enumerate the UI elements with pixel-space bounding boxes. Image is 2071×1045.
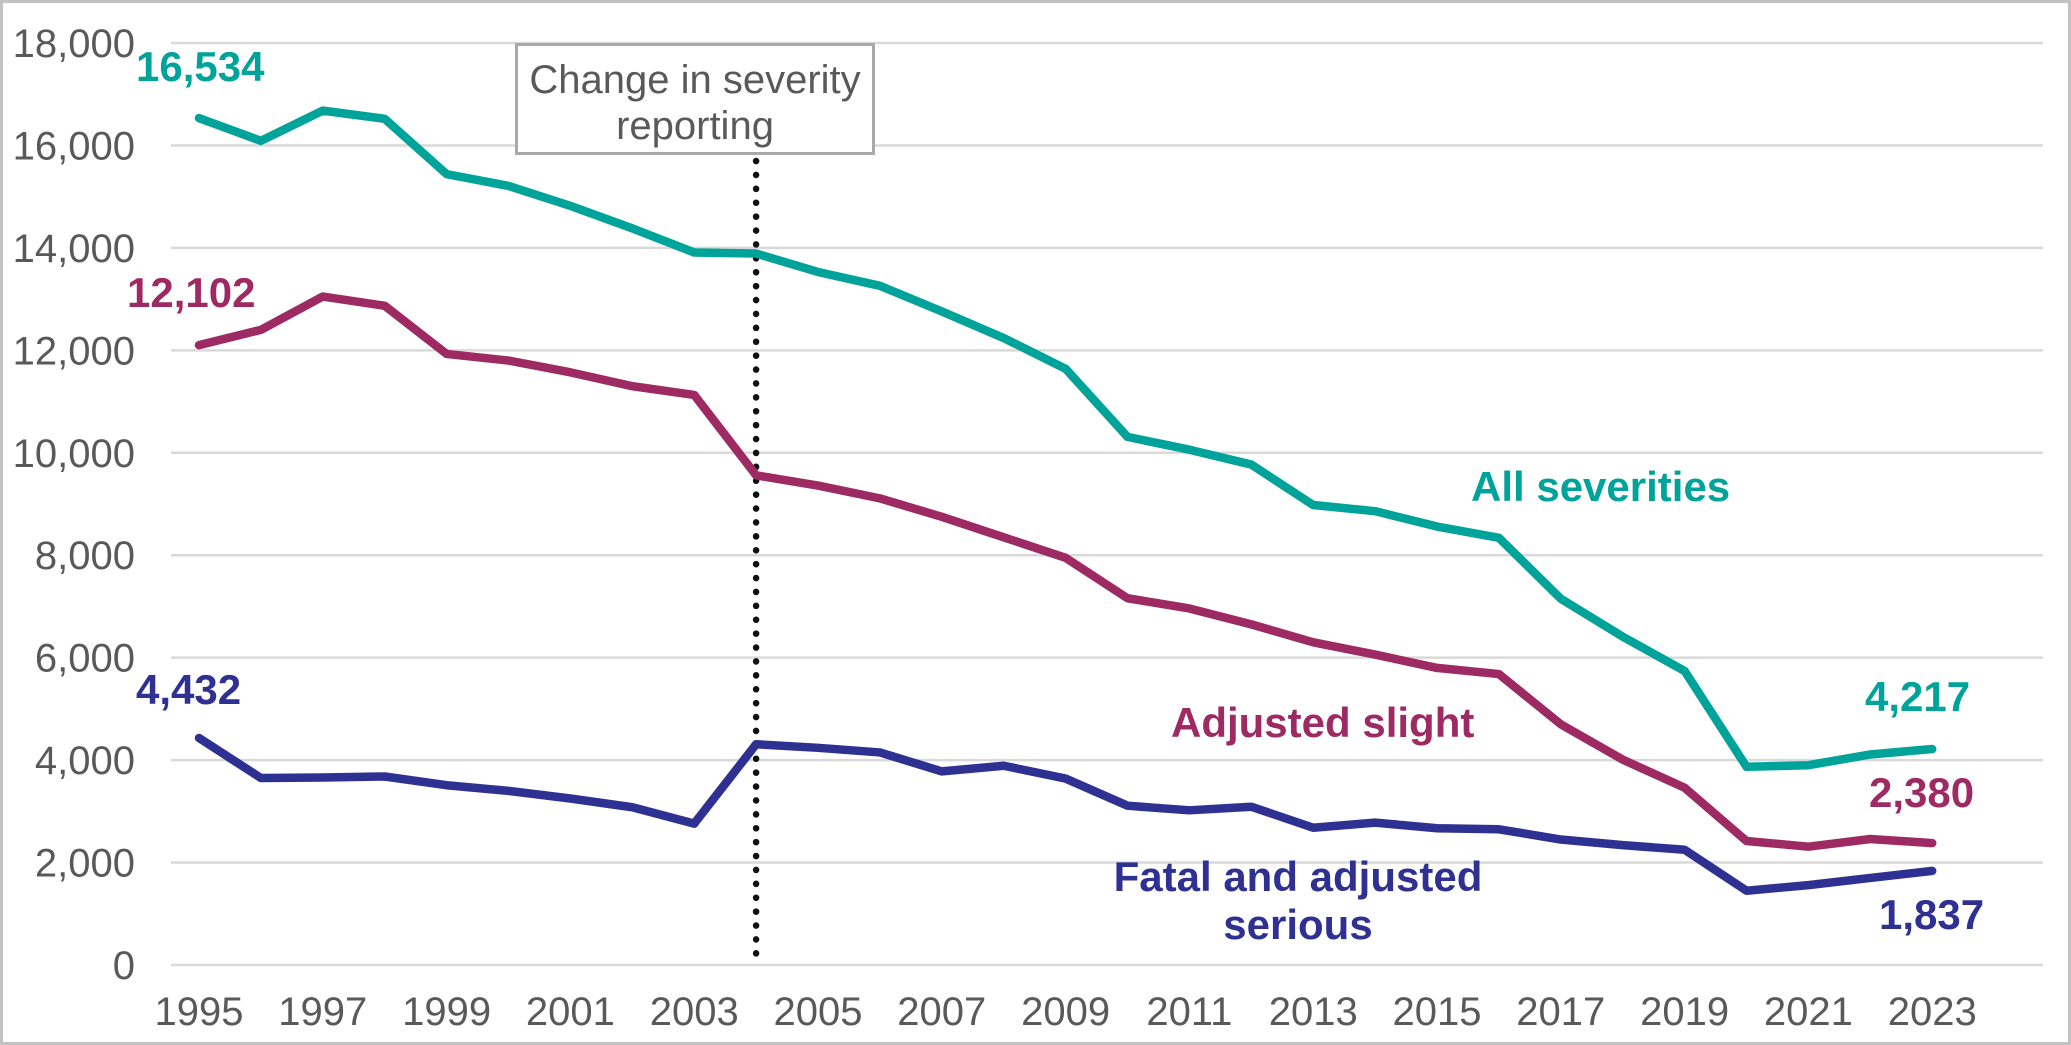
value-label-fatal-serious-2023: 1,837	[1879, 891, 1985, 938]
chart-svg: 02,0004,0006,0008,00010,00012,00014,0001…	[13, 22, 2043, 1034]
y-axis-tick-label: 12,000	[13, 329, 135, 373]
series-label-all-severities: All severities	[1471, 463, 1731, 510]
y-axis-tick-label: 4,000	[35, 739, 135, 783]
y-axis-tick-label: 0	[113, 944, 135, 988]
series-line-fatal-and-adjusted-serious	[194, 733, 1937, 895]
y-axis-tick-label: 2,000	[35, 842, 135, 886]
x-axis-tick-label: 1999	[402, 990, 491, 1034]
annotation-box: Change in severity reporting	[515, 43, 875, 155]
x-axis-tick-label: 2005	[774, 990, 863, 1034]
x-axis-tick-label: 2009	[1021, 990, 1110, 1034]
y-axis-tick-label: 14,000	[13, 227, 135, 271]
value-label-all-severities-2023: 4,217	[1865, 673, 1971, 720]
series-label-adjusted-slight: Adjusted slight	[1171, 699, 1475, 746]
x-axis-tick-label: 2023	[1888, 990, 1977, 1034]
x-axis-tick-label: 2021	[1764, 990, 1853, 1034]
x-axis-tick-label: 2003	[650, 990, 739, 1034]
value-label-all-severities-1995: 16,534	[136, 43, 265, 90]
x-axis-tick-label: 2001	[526, 990, 615, 1034]
series-label-fatal-serious: Fatal and adjusted serious	[1083, 853, 1513, 949]
y-axis-tick-label: 16,000	[13, 124, 135, 168]
y-axis-tick-label: 8,000	[35, 534, 135, 578]
x-axis-tick-label: 2007	[897, 990, 986, 1034]
y-axis-tick-label: 6,000	[35, 637, 135, 681]
x-axis-tick-label: 2011	[1146, 990, 1232, 1034]
y-axis-tick-label: 18,000	[13, 22, 135, 66]
annotation-text-line1: Change in severity	[529, 58, 861, 102]
value-label-adjusted-slight-1995: 12,102	[127, 269, 256, 316]
y-axis-tick-label: 10,000	[13, 432, 135, 476]
x-axis-tick-label: 2013	[1269, 990, 1358, 1034]
value-label-adjusted-slight-2023: 2,380	[1869, 769, 1975, 816]
x-axis-tick-label: 1995	[155, 990, 244, 1034]
series-label-fatal-serious-line2: serious	[1223, 901, 1373, 948]
series-line-adjusted-slight	[194, 292, 1937, 851]
value-label-fatal-serious-1995: 4,432	[136, 666, 242, 713]
x-axis-tick-label: 2015	[1393, 990, 1482, 1034]
series-line-all-severities	[194, 106, 1937, 772]
series-label-fatal-serious-line1: Fatal and adjusted	[1113, 853, 1483, 900]
x-axis-tick-label: 1997	[278, 990, 367, 1034]
annotation-text-line2: reporting	[616, 104, 774, 148]
x-axis-tick-label: 2017	[1516, 990, 1605, 1034]
x-axis-tick-label: 2019	[1640, 990, 1729, 1034]
